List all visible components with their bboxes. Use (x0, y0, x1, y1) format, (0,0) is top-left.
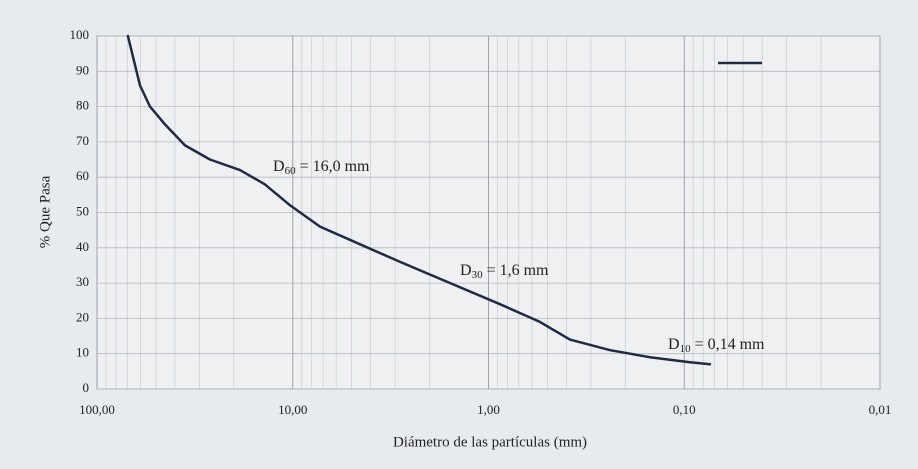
y-tick-label: 10 (76, 345, 89, 360)
annotation-base: D (460, 262, 472, 279)
y-tick-label: 100 (70, 27, 90, 42)
annotation: D30 = 1,6 mm (460, 262, 549, 281)
x-tick-label: 100,00 (79, 402, 115, 417)
annotation-subscript: 60 (285, 165, 297, 177)
x-tick-label: 1,00 (477, 402, 500, 417)
y-tick-label: 80 (76, 98, 89, 113)
y-tick-label: 60 (76, 168, 89, 183)
annotation-base: D (273, 158, 285, 175)
y-tick-label: 70 (76, 133, 89, 148)
annotation-text: = 1,6 mm (487, 262, 549, 279)
y-tick-label: 90 (76, 62, 89, 77)
y-axis-label: % Que Pasa (37, 175, 53, 248)
annotation-subscript: 30 (472, 269, 484, 281)
annotation: D10 = 0,14 mm (668, 336, 765, 355)
x-axis-label: Diámetro de las partículas (mm) (393, 434, 587, 450)
annotation-subscript: 10 (680, 343, 692, 355)
y-tick-label: 50 (76, 203, 89, 218)
annotation: D60 = 16,0 mm (273, 158, 370, 177)
x-tick-label: 10,00 (278, 402, 307, 417)
y-tick-label: 40 (76, 239, 89, 254)
annotation-base: D (668, 336, 680, 353)
y-tick-label: 20 (76, 309, 89, 324)
x-tick-label: 0,10 (673, 402, 696, 417)
plot (126, 34, 712, 366)
y-tick-label: 30 (76, 274, 89, 289)
annotation-text: = 16,0 mm (300, 158, 370, 175)
y-tick-label: 0 (83, 380, 90, 395)
annotation-text: = 0,14 mm (695, 336, 765, 353)
data-line (126, 34, 712, 366)
x-tick-label: 0,01 (869, 402, 892, 417)
